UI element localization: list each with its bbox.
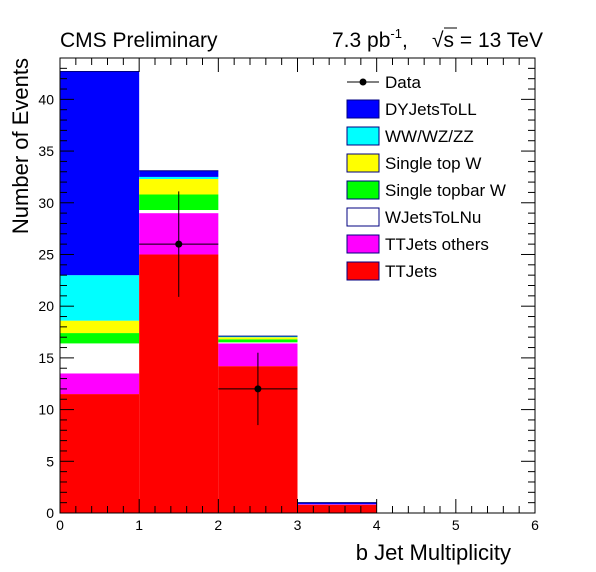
- x-axis-title: b Jet Multiplicity: [356, 540, 511, 565]
- x-tick-label-3: 3: [294, 517, 302, 533]
- stack-layer: [60, 70, 377, 513]
- legend-label-ttjets-others: TTJets others: [385, 235, 489, 254]
- lumi-label: 7.3 pb-1,: [332, 26, 408, 52]
- x-tick-label-4: 4: [373, 517, 381, 533]
- energy-s: s: [444, 29, 455, 52]
- legend-label-ttjets: TTJets: [385, 262, 437, 281]
- bar-ttjets-others-bin-3: [297, 504, 377, 505]
- bar-dyjetstoll-bin-3: [297, 502, 377, 505]
- bar-ttjets-bin-1: [139, 254, 219, 513]
- bar-single-top-w-bin-1: [139, 178, 219, 195]
- y-tick-label-0: 0: [46, 505, 54, 521]
- legend-label-dyjetstoll: DYJetsToLL: [385, 100, 477, 119]
- energy-label: √s = 13 TeV: [432, 29, 543, 52]
- legend-label-data: Data: [385, 73, 421, 92]
- legend-swatch-ttjets: [346, 261, 380, 281]
- bar-ww-wz-zz-bin-2: [218, 336, 298, 338]
- x-tick-label-2: 2: [214, 517, 222, 533]
- x-tick-label-0: 0: [56, 517, 64, 533]
- bar-single-topbar-w-bin-2: [218, 339, 298, 343]
- bar-ww-wz-zz-bin-1: [139, 176, 219, 179]
- legend-swatch-dyjetstoll: [346, 99, 380, 119]
- legend-swatch-ttjets-others: [346, 234, 380, 254]
- x-tick-label-5: 5: [452, 517, 460, 533]
- bar-single-topbar-w-bin-0: [60, 333, 140, 344]
- legend-swatch-single-top-w: [346, 153, 380, 173]
- bar-ww-wz-zz-bin-0: [60, 275, 140, 321]
- legend-label-ww-wz-zz: WW/WZ/ZZ: [385, 127, 474, 146]
- legend-swatch-ww-wz-zz: [346, 126, 380, 146]
- y-tick-label-35: 35: [38, 143, 54, 159]
- legend-label-single-top-w: Single top W: [385, 154, 481, 173]
- legend-swatch-single-topbar-w: [346, 180, 380, 200]
- bar-wjetstolnu-bin-0: [60, 343, 140, 374]
- y-tick-label-30: 30: [38, 195, 54, 211]
- legend-marker-data: [359, 78, 367, 86]
- y-tick-label-10: 10: [38, 402, 54, 418]
- y-tick-label-40: 40: [38, 91, 54, 107]
- axis-layer: 0 1 2 3 4 5 6 0 5 10 15 20 25 30 35 40: [38, 57, 539, 533]
- bar-ttjets-bin-3: [297, 504, 377, 513]
- y-tick-label-5: 5: [46, 453, 54, 469]
- data-point-1: [254, 385, 262, 393]
- experiment-label: CMS Preliminary: [60, 29, 218, 52]
- data-point-0: [175, 240, 183, 248]
- lumi-exponent: -1: [390, 26, 402, 41]
- header: CMS Preliminary 7.3 pb-1, √s = 13 TeV: [60, 26, 543, 52]
- legend-swatch-wjetstolnu: [346, 207, 380, 227]
- bar-ttjets-others-bin-0: [60, 373, 140, 395]
- bar-dyjetstoll-bin-0: [60, 71, 140, 276]
- x-tick-label-6: 6: [531, 517, 539, 533]
- energy-value: = 13 TeV: [454, 29, 543, 52]
- legend: Data DYJetsToLL WW/WZ/ZZ Single top W Single…: [346, 73, 506, 281]
- legend-label-single-topbar-w: Single topbar W: [385, 181, 506, 200]
- y-tick-label-15: 15: [38, 350, 54, 366]
- bar-wjetstolnu-bin-2: [218, 342, 298, 344]
- y-tick-label-25: 25: [38, 246, 54, 262]
- sqrt-symbol: √: [432, 29, 444, 52]
- y-tick-label-20: 20: [38, 298, 54, 314]
- bar-dyjetstoll-bin-1: [139, 170, 219, 177]
- lumi-value: 7.3 pb: [332, 29, 390, 52]
- lumi-separator: ,: [402, 29, 408, 52]
- y-axis-title: Number of Events: [8, 58, 33, 234]
- bar-single-top-w-bin-0: [60, 320, 140, 334]
- data-layer: [139, 191, 298, 426]
- x-tick-label-1: 1: [135, 517, 143, 533]
- legend-label-wjetstolnu: WJetsToLNu: [385, 208, 481, 227]
- bar-ttjets-bin-0: [60, 394, 140, 513]
- bar-single-top-w-bin-2: [218, 337, 298, 340]
